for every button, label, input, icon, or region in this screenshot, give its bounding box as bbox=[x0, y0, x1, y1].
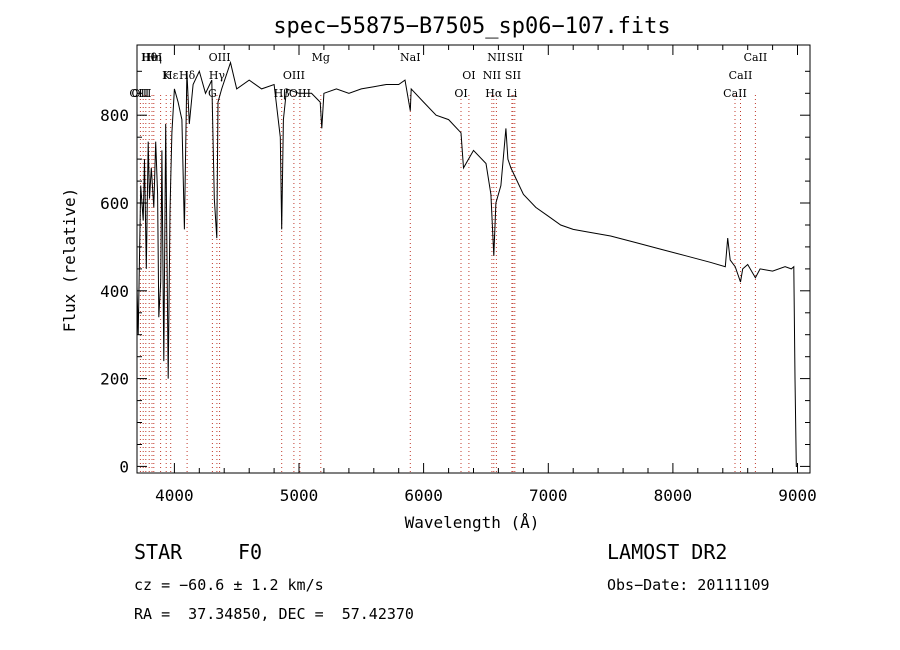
x-tick-label: 5000 bbox=[280, 486, 319, 505]
x-tick-label: 4000 bbox=[155, 486, 194, 505]
line-label: Hη bbox=[146, 51, 162, 64]
y-tick-label: 400 bbox=[100, 282, 129, 301]
line-label: HeI bbox=[142, 51, 162, 64]
y-axis: 0 200 400 600 800 bbox=[100, 70, 810, 476]
line-label: CaII bbox=[744, 51, 768, 64]
obs-date-text: Obs−Date: 20111109 bbox=[607, 576, 770, 594]
line-label: Mg bbox=[312, 51, 330, 64]
line-label: OI bbox=[462, 69, 475, 82]
line-labels: HθKOIIHeIHδOIIIHηHεGOIIIHγHβMgOIIIOIIINa… bbox=[129, 51, 767, 100]
spectral-subclass: F0 bbox=[238, 540, 263, 564]
line-label: CaII bbox=[723, 87, 747, 100]
x-axis: 4000 5000 6000 7000 8000 9000 bbox=[155, 45, 817, 505]
x-tick-label: 7000 bbox=[529, 486, 568, 505]
line-label: Hθ bbox=[141, 51, 158, 64]
line-label: Hε bbox=[163, 69, 179, 82]
spectrum-chart: spec−55875−B7505_sp06−107.fits HθKOIIHeI… bbox=[60, 14, 817, 532]
line-label: NII bbox=[487, 51, 505, 64]
line-markers bbox=[139, 95, 756, 473]
line-label: Li bbox=[506, 87, 517, 100]
line-label: K bbox=[162, 69, 171, 82]
line-label: CaII bbox=[729, 69, 753, 82]
line-label: OIII bbox=[283, 69, 305, 82]
redshift-text: cz = −60.6 ± 1.2 km/s bbox=[134, 576, 324, 594]
y-tick-label: 0 bbox=[119, 457, 129, 476]
y-tick-label: 600 bbox=[100, 194, 129, 213]
y-tick-label: 200 bbox=[100, 370, 129, 389]
line-label: Hγ bbox=[209, 69, 226, 82]
line-label: NaI bbox=[400, 51, 421, 64]
y-axis-label: Flux (relative) bbox=[60, 188, 79, 333]
coordinates-text: RA = 37.34850, DEC = 57.42370 bbox=[134, 605, 414, 623]
x-tick-label: 9000 bbox=[778, 486, 817, 505]
y-tick-label: 800 bbox=[100, 106, 129, 125]
x-tick-label: 8000 bbox=[654, 486, 693, 505]
x-axis-label: Wavelength (Å) bbox=[405, 513, 540, 532]
survey-name: LAMOST DR2 bbox=[607, 540, 728, 564]
spectrum-line bbox=[136, 60, 798, 467]
line-label: OIII bbox=[209, 51, 231, 64]
line-label: SII bbox=[505, 69, 521, 82]
line-label: OI bbox=[454, 87, 467, 100]
line-label: NII bbox=[483, 69, 501, 82]
plot-frame bbox=[136, 44, 811, 474]
line-label: Hα bbox=[485, 87, 503, 100]
x-tick-label: 6000 bbox=[404, 486, 443, 505]
line-label: SII bbox=[507, 51, 523, 64]
object-type: STAR bbox=[134, 540, 183, 564]
chart-title: spec−55875−B7505_sp06−107.fits bbox=[273, 14, 670, 39]
